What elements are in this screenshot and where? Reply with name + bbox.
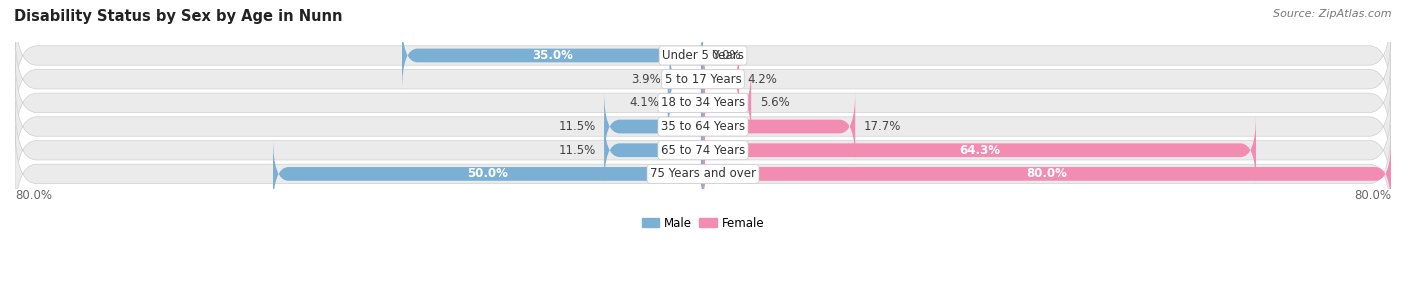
FancyBboxPatch shape: [703, 43, 740, 115]
Text: Source: ZipAtlas.com: Source: ZipAtlas.com: [1274, 9, 1392, 19]
FancyBboxPatch shape: [605, 114, 703, 186]
Text: 4.2%: 4.2%: [748, 73, 778, 86]
Text: 3.9%: 3.9%: [631, 73, 661, 86]
Text: 11.5%: 11.5%: [558, 144, 596, 157]
FancyBboxPatch shape: [703, 67, 751, 138]
FancyBboxPatch shape: [605, 91, 703, 162]
Text: 75 Years and over: 75 Years and over: [650, 167, 756, 181]
Text: 18 to 34 Years: 18 to 34 Years: [661, 96, 745, 109]
Text: 0.0%: 0.0%: [711, 49, 741, 62]
Text: 65 to 74 Years: 65 to 74 Years: [661, 144, 745, 157]
FancyBboxPatch shape: [402, 20, 703, 91]
FancyBboxPatch shape: [15, 101, 1391, 200]
Text: 64.3%: 64.3%: [959, 144, 1000, 157]
FancyBboxPatch shape: [15, 77, 1391, 176]
Text: 35 to 64 Years: 35 to 64 Years: [661, 120, 745, 133]
Text: 35.0%: 35.0%: [531, 49, 572, 62]
Legend: Male, Female: Male, Female: [637, 212, 769, 235]
FancyBboxPatch shape: [703, 138, 1391, 210]
Text: Under 5 Years: Under 5 Years: [662, 49, 744, 62]
FancyBboxPatch shape: [15, 30, 1391, 129]
FancyBboxPatch shape: [703, 114, 1256, 186]
Text: 50.0%: 50.0%: [468, 167, 509, 181]
FancyBboxPatch shape: [668, 67, 703, 138]
FancyBboxPatch shape: [669, 43, 703, 115]
Text: 80.0%: 80.0%: [1354, 188, 1391, 202]
Text: Disability Status by Sex by Age in Nunn: Disability Status by Sex by Age in Nunn: [14, 9, 343, 24]
Text: 5 to 17 Years: 5 to 17 Years: [665, 73, 741, 86]
Text: 11.5%: 11.5%: [558, 120, 596, 133]
Text: 4.1%: 4.1%: [630, 96, 659, 109]
FancyBboxPatch shape: [15, 6, 1391, 105]
Text: 80.0%: 80.0%: [15, 188, 52, 202]
Text: 5.6%: 5.6%: [759, 96, 790, 109]
FancyBboxPatch shape: [15, 53, 1391, 152]
Text: 80.0%: 80.0%: [1026, 167, 1067, 181]
FancyBboxPatch shape: [273, 138, 703, 210]
FancyBboxPatch shape: [703, 91, 855, 162]
Text: 17.7%: 17.7%: [863, 120, 901, 133]
FancyBboxPatch shape: [15, 124, 1391, 224]
